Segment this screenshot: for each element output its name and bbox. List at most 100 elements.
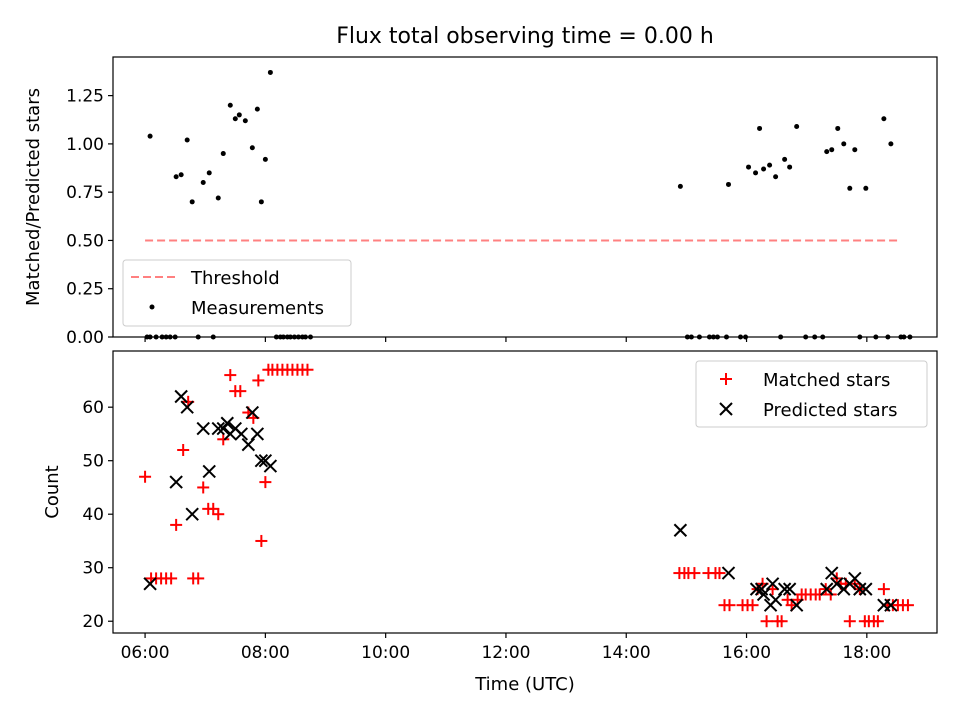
measurement-point [262,156,268,162]
legend-matched-label: Matched stars [763,370,890,391]
predicted-stars-point [820,582,834,596]
x-tick-label: 10:00 [361,643,410,663]
predicted-stars-series [143,389,898,612]
matched-stars-point [688,567,701,580]
predicted-stars-point [765,577,780,591]
y-tick-label: 0.75 [66,183,104,203]
predicted-stars-point [185,507,199,521]
measurement-point [787,164,793,170]
predicted-stars-point [169,475,183,489]
measurement-point [761,166,767,172]
predicted-stars-point [749,582,764,596]
predicted-stars-point [174,389,188,404]
y-tick-label: 0.25 [66,280,104,300]
x-tick-label: 08:00 [241,643,290,663]
count-plot-frame [112,350,938,634]
count-legend: Matched stars Predicted stars [695,360,928,428]
matched-stars-point [843,615,856,628]
measurement-point [147,133,153,139]
matched-stars-point [901,599,914,612]
predicted-stars-point [245,405,260,420]
predicted-stars-point [859,582,873,596]
x-tick-label: 12:00 [481,643,530,663]
matched-stars-point [301,363,314,376]
legend-threshold-label: Threshold [190,268,280,289]
y-tick-label: 40 [82,505,104,525]
legend-measurements-swatch [149,304,155,310]
measurement-point [242,118,248,124]
measurement-point [847,185,853,191]
predicted-stars-point [143,577,157,591]
matched-stars-point [871,615,884,628]
measurement-point [258,199,264,205]
matched-stars-point [255,534,268,547]
measurement-point [178,172,184,178]
x-tick-label: 14:00 [602,643,651,663]
y-tick-label: 0.00 [66,328,104,348]
measurement-point [725,181,731,187]
predicted-stars-point [853,582,867,596]
measurement-point [236,112,242,118]
predicted-stars-point [241,437,256,452]
measurement-point [173,174,179,180]
measurement-point [184,137,190,143]
measurement-point [888,141,894,147]
chart-title: Flux total observing time = 0.00 h [336,24,714,49]
matched-stars-point [139,470,152,483]
measurement-point [829,147,835,153]
measurement-point [841,141,847,147]
y-tick-label: 0.50 [66,231,104,251]
predicted-stars-point [180,400,194,414]
y-tick-label: 20 [82,612,104,632]
measurement-point [249,145,255,151]
y-tick-label: 1.25 [66,87,104,107]
measurement-point [232,116,238,122]
measurement-point [215,195,221,201]
measurement-point [220,151,226,157]
legend-predicted-label: Predicted stars [763,400,897,421]
predicted-stars-point [825,566,839,580]
measurement-point [773,174,779,180]
measurement-point [852,147,858,153]
measurement-point [746,164,752,170]
predicted-stars-point [848,571,862,586]
matched-stars-point [775,615,788,628]
legend-predicted-swatch [719,402,733,416]
measurement-point [189,199,195,205]
x-tick-label: 16:00 [722,643,771,663]
matched-stars-point [234,385,247,398]
matched-stars-point [192,572,205,585]
ratio-legend: Threshold Measurements [122,259,352,327]
matched-stars-point [760,615,773,628]
measurement-point [824,149,830,155]
measurement-point [206,170,212,176]
matched-stars-point [197,481,210,494]
predicted-stars-point [768,593,783,607]
predicted-stars-point [234,427,249,441]
matched-stars-point [224,369,237,382]
matched-stars-point [746,599,759,612]
predicted-stars-point [673,523,688,537]
x-tick-label: 18:00 [842,643,891,663]
y-tick-label: 50 [82,452,104,472]
matched-stars-point [713,567,726,580]
matched-stars-point [259,476,272,489]
measurement-point [254,106,260,112]
predicted-stars-point [721,566,736,580]
predicted-stars-point [756,587,771,602]
count-legend-box [695,360,928,428]
matched-stars-point [212,508,225,521]
y-tick-label: 60 [82,398,104,418]
count-panel: 06:00 08:00 10:00 12:00 14:00 16:00 18:00 20 30 4… [42,350,938,695]
predicted-stars-point [263,459,278,473]
predicted-stars-point [254,453,269,468]
measurement-point [835,125,841,131]
measurement-point [227,102,233,108]
matched-stars-point [252,374,265,387]
matched-stars-point [217,433,230,446]
legend-measurements-label: Measurements [191,298,324,319]
measurement-point [757,125,763,131]
matched-stars-point [165,572,178,585]
legend-matched-swatch [720,373,732,385]
